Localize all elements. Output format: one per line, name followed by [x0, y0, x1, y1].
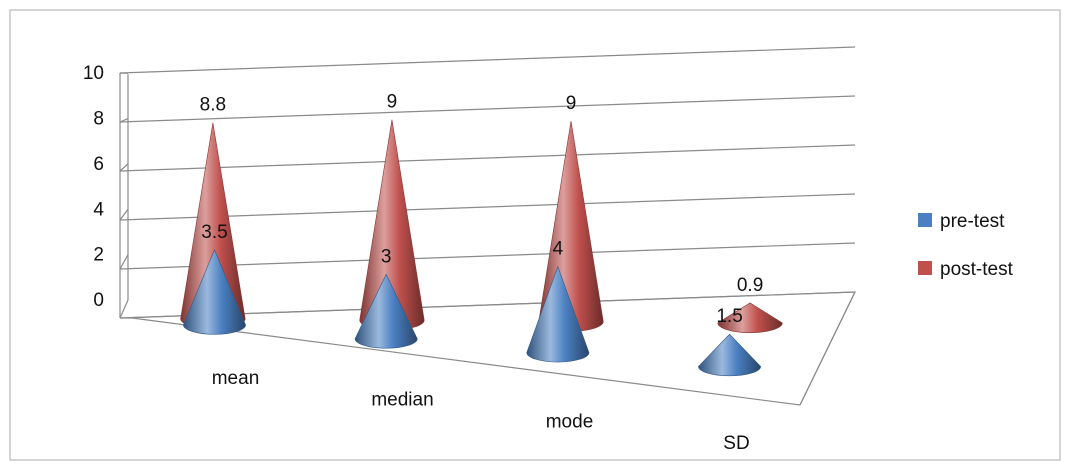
data-label-post-test-median: 9 — [387, 92, 398, 113]
legend-label-post-test: post-test — [940, 259, 1014, 280]
side-gridline — [119, 208, 129, 221]
side-gridline — [119, 163, 129, 172]
side-gridline — [119, 299, 129, 319]
category-label: mean — [212, 368, 260, 389]
back-gridline — [119, 242, 856, 270]
y-tick-label: 0 — [93, 290, 104, 311]
data-label-post-test-mode: 9 — [566, 93, 577, 114]
back-gridline — [119, 193, 856, 221]
legend-swatch-pre-test — [918, 213, 932, 227]
cone-pre-test-mean — [183, 248, 246, 335]
axes — [119, 73, 856, 406]
data-label-pre-test-median: 3 — [381, 246, 392, 267]
cone-pre-test-median — [354, 273, 418, 349]
y-tick-label: 10 — [83, 63, 104, 84]
y-tick-label: 4 — [93, 199, 104, 220]
data-labels: 8.8 9 9 0.9 3.5 3 4 1.5 — [200, 92, 764, 328]
gridlines — [119, 46, 856, 319]
back-gridline — [119, 46, 856, 74]
y-tick-label: 6 — [93, 154, 104, 175]
cone-pre-test-SD — [698, 333, 761, 377]
legend-label-pre-test: pre-test — [940, 211, 1005, 232]
category-label: median — [371, 390, 433, 411]
data-label-pre-test-SD: 1.5 — [716, 306, 742, 327]
category-label: mode — [546, 411, 594, 432]
y-tick-labels: 0 2 4 6 8 10 — [83, 63, 105, 311]
cones — [180, 119, 783, 377]
cone-pre-test-mode — [526, 265, 590, 363]
y-tick-label: 8 — [93, 109, 104, 130]
category-labels: mean median mode SD — [212, 368, 750, 454]
chart-frame — [9, 9, 1061, 461]
data-label-pre-test-mode: 4 — [553, 239, 564, 260]
legend: pre-test post-test — [918, 211, 1014, 280]
data-label-pre-test-mean: 3.5 — [201, 222, 227, 243]
floor-right-edge — [799, 291, 856, 406]
cone-post-test-SD — [717, 302, 783, 334]
side-gridline — [119, 118, 129, 123]
y-tick-label: 2 — [93, 245, 104, 266]
side-gridline — [119, 254, 129, 270]
legend-swatch-post-test — [918, 261, 932, 275]
back-gridline — [119, 144, 856, 172]
data-label-post-test-mean: 8.8 — [200, 95, 226, 116]
data-label-post-test-SD: 0.9 — [737, 275, 763, 296]
back-gridline — [119, 95, 856, 123]
category-label: SD — [723, 433, 749, 454]
